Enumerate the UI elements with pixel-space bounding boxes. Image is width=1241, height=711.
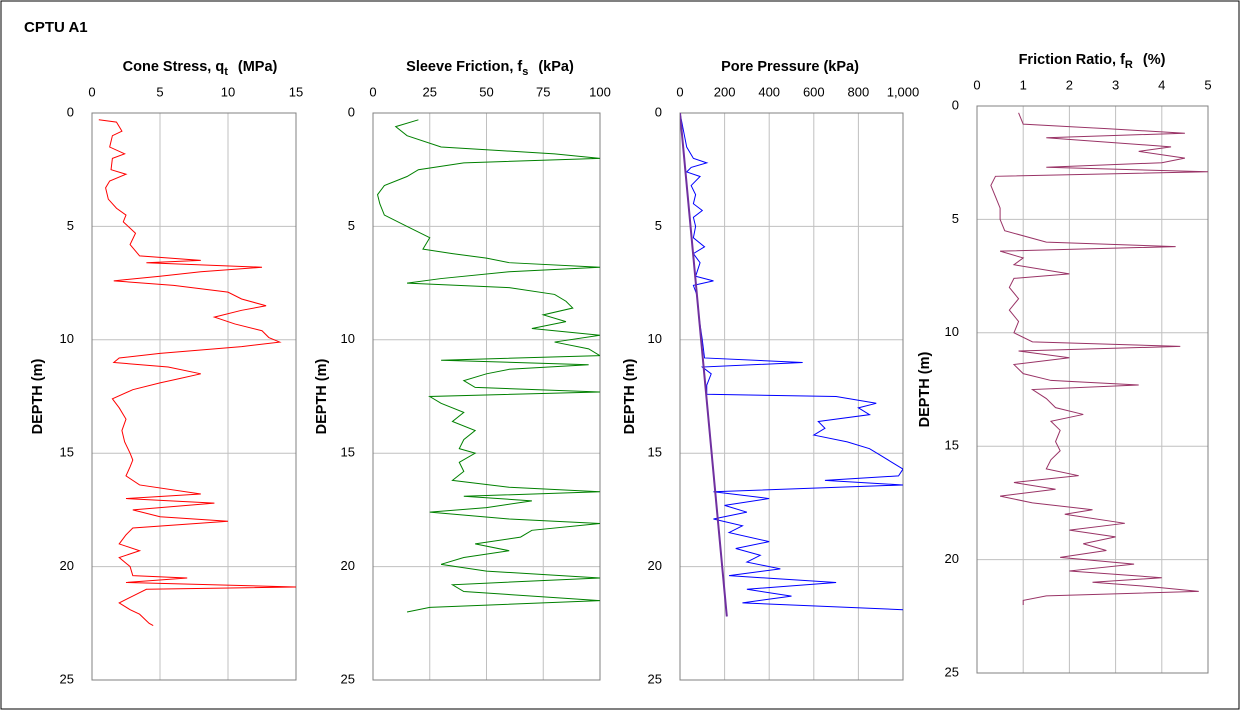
plot-frame <box>372 112 601 681</box>
title-unit: (MPa) <box>238 59 278 75</box>
plot-frame <box>976 105 1209 674</box>
y-tick-label: 0 <box>655 104 662 119</box>
y-axis-label: DEPTH (m) <box>917 351 933 427</box>
y-tick-label: 10 <box>341 331 355 346</box>
y-tick-label: 10 <box>945 324 959 339</box>
title-text: Sleeve Friction, f <box>406 59 522 75</box>
x-tick-label: 0 <box>369 84 376 99</box>
panel-title: Pore Pressure (kPa) <box>721 59 859 75</box>
panel-title: Sleeve Friction, fs (kPa) <box>406 59 574 78</box>
x-tick-label: 25 <box>423 84 437 99</box>
y-tick-label: 10 <box>648 331 662 346</box>
plot-frame <box>679 112 904 681</box>
y-axis-label: DEPTH (m) <box>314 358 330 434</box>
plot-frame <box>91 112 297 681</box>
y-tick-label: 20 <box>60 558 74 573</box>
x-tick-label: 200 <box>714 84 736 99</box>
y-tick-label: 25 <box>341 671 355 686</box>
series-line <box>98 119 296 627</box>
y-tick-label: 15 <box>60 445 74 460</box>
y-tick-label: 0 <box>952 97 959 112</box>
x-tick-label: 100 <box>589 84 611 99</box>
y-tick-label: 10 <box>60 331 74 346</box>
series-line <box>990 112 1208 605</box>
x-tick-label: 800 <box>848 84 870 99</box>
y-tick-label: 5 <box>67 218 74 233</box>
x-tick-label: 5 <box>1204 77 1211 92</box>
series-line <box>376 119 600 613</box>
title-unit: (%) <box>1143 52 1166 68</box>
x-tick-label: 4 <box>1158 77 1165 92</box>
title-subscript: s <box>522 66 528 78</box>
y-tick-label: 20 <box>945 551 959 566</box>
y-tick-label: 20 <box>648 558 662 573</box>
x-tick-label: 1 <box>1020 77 1027 92</box>
page-title: CPTU A1 <box>24 19 88 36</box>
x-tick-label: 0 <box>88 84 95 99</box>
y-tick-label: 20 <box>341 558 355 573</box>
y-tick-label: 15 <box>648 445 662 460</box>
y-axis-label: DEPTH (m) <box>30 358 46 434</box>
y-tick-label: 25 <box>648 671 662 686</box>
x-tick-label: 50 <box>479 84 493 99</box>
y-tick-label: 5 <box>655 218 662 233</box>
x-tick-label: 2 <box>1066 77 1073 92</box>
title-unit: (kPa) <box>538 59 574 75</box>
x-tick-label: 5 <box>156 84 163 99</box>
y-tick-label: 25 <box>945 664 959 679</box>
x-tick-label: 1,000 <box>887 84 920 99</box>
y-tick-label: 15 <box>341 445 355 460</box>
x-tick-label: 3 <box>1112 77 1119 92</box>
x-tick-label: 15 <box>289 84 303 99</box>
title-text: Cone Stress, q <box>123 59 225 75</box>
y-tick-label: 0 <box>348 104 355 119</box>
x-tick-label: 0 <box>676 84 683 99</box>
y-tick-label: 0 <box>67 104 74 119</box>
x-tick-label: 10 <box>221 84 235 99</box>
series-line <box>680 113 903 611</box>
y-tick-label: 25 <box>60 671 74 686</box>
title-text: Friction Ratio, f <box>1019 52 1126 68</box>
series-line <box>680 113 728 617</box>
x-tick-label: 0 <box>973 77 980 92</box>
y-tick-label: 5 <box>348 218 355 233</box>
title-subscript: R <box>1125 59 1133 71</box>
y-tick-label: 5 <box>952 211 959 226</box>
x-tick-label: 75 <box>536 84 550 99</box>
panel-title: Friction Ratio, fR (%) <box>1019 52 1166 71</box>
x-tick-label: 600 <box>803 84 825 99</box>
x-tick-label: 400 <box>758 84 780 99</box>
panel-title: Cone Stress, qt (MPa) <box>123 59 278 78</box>
y-axis-label: DEPTH (m) <box>622 358 638 434</box>
y-tick-label: 15 <box>945 438 959 453</box>
title-subscript: t <box>224 66 228 78</box>
title-text: Pore Pressure (kPa) <box>721 59 859 75</box>
